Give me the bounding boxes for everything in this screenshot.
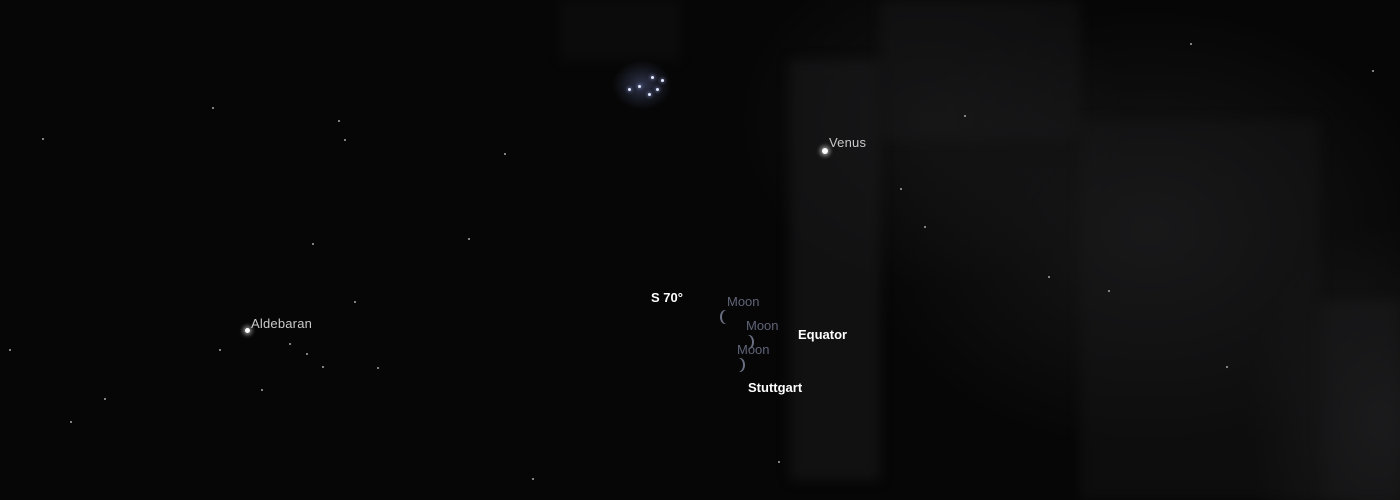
cluster-star	[651, 76, 654, 79]
milky-way-band	[1080, 120, 1320, 500]
moon-label[interactable]: Moon	[746, 318, 779, 333]
crescent-moon-icon[interactable]	[722, 310, 732, 324]
equator-label: Equator	[798, 327, 848, 342]
crescent-moon-icon[interactable]	[733, 358, 743, 372]
faint-star	[306, 353, 308, 355]
faint-star	[778, 461, 780, 463]
moon-label[interactable]: Moon	[737, 342, 770, 357]
cluster-star	[661, 79, 664, 82]
faint-star	[42, 138, 44, 140]
location-label: Stuttgart	[748, 380, 803, 395]
faint-star	[212, 107, 214, 109]
milky-way-band	[1320, 300, 1400, 500]
faint-star	[468, 238, 470, 240]
faint-star	[504, 153, 506, 155]
faint-star	[1190, 43, 1192, 45]
milky-way-band	[790, 60, 880, 480]
faint-star	[9, 349, 11, 351]
faint-star	[70, 421, 72, 423]
milky-way-band	[880, 0, 1080, 140]
direction-label: S 70°	[651, 290, 683, 305]
faint-star	[1048, 276, 1050, 278]
faint-star	[964, 115, 966, 117]
cluster-star	[648, 93, 651, 96]
milky-way-band	[560, 0, 680, 60]
faint-star	[219, 349, 221, 351]
faint-star	[322, 366, 324, 368]
star-cluster-icon[interactable]	[612, 60, 672, 110]
aldebaran-label[interactable]: Aldebaran	[251, 316, 313, 331]
star-icon[interactable]	[245, 328, 250, 333]
faint-star	[532, 478, 534, 480]
faint-star	[377, 367, 379, 369]
faint-star	[1108, 290, 1110, 292]
faint-star	[338, 120, 340, 122]
faint-star	[344, 139, 346, 141]
faint-star	[312, 243, 314, 245]
faint-star	[1372, 70, 1374, 72]
faint-star	[900, 188, 902, 190]
venus-label[interactable]: Venus	[829, 135, 867, 150]
faint-star	[261, 389, 263, 391]
faint-star	[924, 226, 926, 228]
faint-star	[354, 301, 356, 303]
cluster-star	[656, 88, 659, 91]
cluster-star	[628, 88, 631, 91]
cluster-star	[638, 85, 641, 88]
moon-label[interactable]: Moon	[727, 294, 760, 309]
faint-star	[289, 343, 291, 345]
star-icon[interactable]	[822, 148, 828, 154]
faint-star	[104, 398, 106, 400]
faint-star	[1226, 366, 1228, 368]
